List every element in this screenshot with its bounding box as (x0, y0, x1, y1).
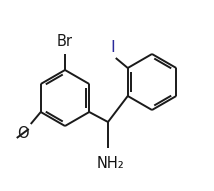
Text: I: I (110, 40, 115, 55)
Text: Br: Br (57, 34, 73, 49)
Text: NH₂: NH₂ (96, 156, 124, 171)
Text: O: O (17, 126, 29, 141)
